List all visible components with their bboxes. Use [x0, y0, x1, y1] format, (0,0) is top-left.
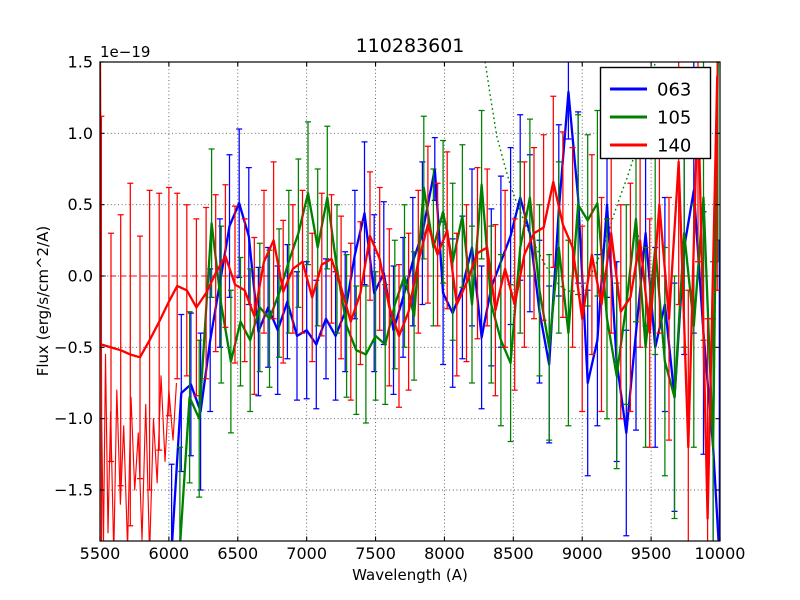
y-tick-label: 1.5	[68, 52, 93, 71]
y-tick-label: −0.5	[54, 338, 93, 357]
x-tick-label: 6500	[217, 544, 258, 563]
y-tick-label: −1.0	[54, 409, 93, 428]
legend-box	[599, 66, 712, 160]
legend-label-105: 105	[657, 108, 691, 129]
plot-title: 110283601	[356, 35, 465, 57]
y-tick-label: 0.5	[68, 195, 93, 214]
x-tick-label: 9000	[562, 544, 603, 563]
legend: 063 105 140	[599, 66, 712, 160]
series-063-line	[171, 90, 720, 541]
series-140-raw-line	[100, 62, 178, 541]
legend-label-063: 063	[657, 80, 691, 101]
x-tick-label: 8000	[424, 544, 465, 563]
y-axis-offset-text: 1e−19	[100, 43, 150, 61]
plot-data	[100, 62, 720, 541]
tick-marks	[99, 61, 721, 541]
y-axis-label: Flux (erg/s/cm^2/A)	[34, 226, 52, 377]
x-tick-label: 9500	[631, 544, 672, 563]
x-tick-label: 8500	[493, 544, 534, 563]
legend-label-140: 140	[657, 136, 691, 157]
y-tick-label: 0.0	[68, 267, 93, 286]
x-tick-label: 5500	[80, 544, 121, 563]
x-tick-label: 7500	[355, 544, 396, 563]
x-tick-label: 10000	[695, 544, 746, 563]
y-tick-label: 1.0	[68, 124, 93, 143]
axes-frame	[99, 61, 721, 542]
series-140-line	[100, 75, 719, 520]
x-tick-label: 6000	[149, 544, 190, 563]
x-tick-label: 7000	[286, 544, 327, 563]
y-tick-label: −1.5	[54, 481, 93, 500]
x-axis-label: Wavelength (A)	[352, 566, 468, 584]
tick-labels: 5500 6000 6500 7000 7500 8000 8500 9000 9500 1000…	[54, 52, 745, 563]
series-105-line	[179, 62, 719, 541]
